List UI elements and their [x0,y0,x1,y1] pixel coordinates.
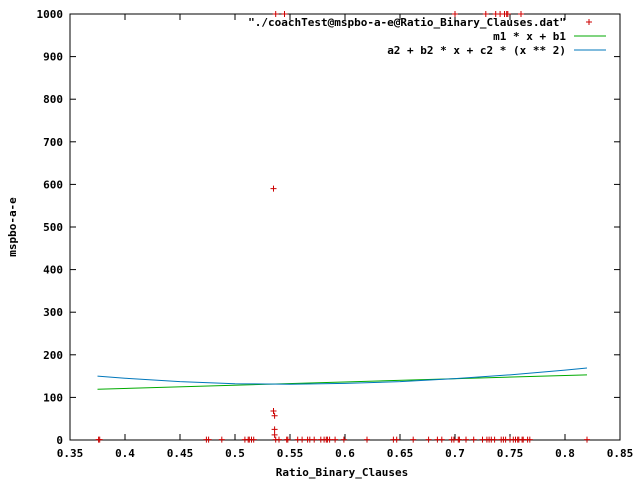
x-tick-label: 0.6 [335,447,355,460]
data-point [271,431,278,438]
data-point [425,436,432,443]
data-point [456,436,463,443]
x-tick-label: 0.8 [555,447,575,460]
data-point [340,436,347,443]
y-tick-label: 0 [56,434,63,447]
y-tick-label: 300 [43,306,63,319]
data-marks [95,11,590,443]
legend-label: a2 + b2 * x + c2 * (x ** 2) [387,44,566,57]
legend: "./coachTest@mspbo-a-e@Ratio_Binary_Clau… [248,16,606,57]
x-tick-label: 0.5 [225,447,245,460]
x-axis-label: Ratio_Binary_Clauses [276,466,408,479]
data-point [470,436,477,443]
data-point [271,412,278,419]
data-point [393,436,400,443]
y-tick-label: 1000 [37,8,64,21]
y-axis-label: mspbo-a-e [6,197,19,257]
y-tick-label: 700 [43,136,63,149]
data-point [270,408,277,415]
data-point [281,11,288,17]
x-tick-label: 0.85 [607,447,634,460]
x-tick-label: 0.7 [445,447,465,460]
data-point [438,436,445,443]
fit-line [97,374,588,390]
data-point [96,436,103,443]
data-point [272,11,279,17]
legend-point-symbol [586,19,592,25]
y-tick-label: 600 [43,178,63,191]
legend-label: "./coachTest@mspbo-a-e@Ratio_Binary_Clau… [248,16,566,29]
x-tick-label: 0.75 [497,447,524,460]
data-point [299,436,306,443]
data-point [526,436,533,443]
data-point [584,436,590,443]
data-point [271,426,278,433]
y-tick-label: 400 [43,264,63,277]
data-point [482,11,489,17]
legend-label: m1 * x + b1 [493,30,566,43]
data-point [452,11,458,17]
x-tick-label: 0.45 [167,447,194,460]
data-point [364,436,370,443]
x-tick-label: 0.4 [115,447,135,460]
y-tick-label: 500 [43,221,63,234]
data-point [250,436,257,443]
data-point [518,11,524,17]
data-point [311,436,318,443]
axis-ticks: 0.35 0.4 0.45 0.5 0.55 0.6 0.65 0.7 0.75 0.8 0.85 0… [37,8,634,460]
y-tick-label: 900 [43,51,63,64]
y-tick-label: 800 [43,93,63,106]
data-point [504,11,511,17]
fit-line [97,367,588,385]
data-point [410,436,417,443]
x-tick-label: 0.55 [277,447,304,460]
data-point [326,436,333,443]
data-point [491,436,498,443]
x-tick-label: 0.65 [387,447,414,460]
data-point [218,436,225,443]
data-point [270,185,277,192]
data-point [205,436,212,443]
data-point [284,436,291,443]
data-point [463,436,469,443]
y-tick-label: 100 [43,391,63,404]
y-tick-label: 200 [43,349,63,362]
x-tick-label: 0.35 [57,447,84,460]
data-point [332,436,339,443]
data-point [276,436,282,443]
